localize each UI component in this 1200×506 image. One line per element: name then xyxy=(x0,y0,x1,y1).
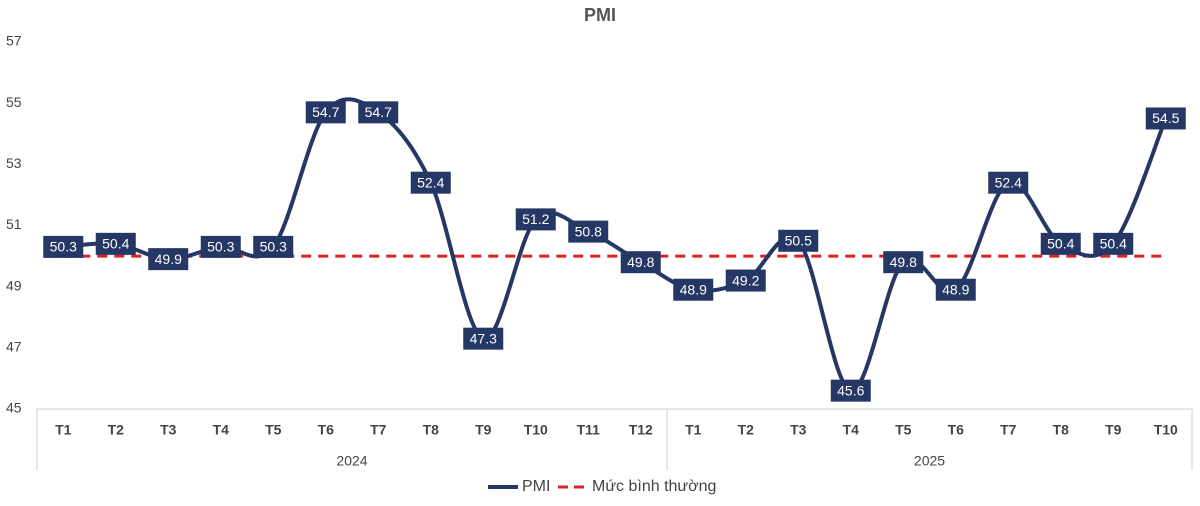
label-box xyxy=(305,101,346,124)
label-box xyxy=(568,220,609,243)
data-label: 50.3 xyxy=(50,239,77,255)
legend-label: Mức bình thường xyxy=(592,478,716,495)
label-box xyxy=(1040,232,1081,255)
x-tick-label: T1 xyxy=(685,422,702,438)
data-label: 54.5 xyxy=(1152,110,1179,126)
chart-title: PMI xyxy=(584,5,616,25)
x-tick-label: T7 xyxy=(1000,422,1017,438)
data-label: 50.4 xyxy=(1100,236,1127,252)
x-tick-label: T3 xyxy=(160,422,177,438)
y-tick-label: 49 xyxy=(6,277,22,293)
data-label: 50.5 xyxy=(785,232,812,248)
label-box xyxy=(778,229,819,252)
data-label: 48.9 xyxy=(942,281,969,297)
x-tick-label: T2 xyxy=(108,422,125,438)
data-label: 50.3 xyxy=(260,239,287,255)
x-tick-label: T10 xyxy=(524,422,548,438)
data-label: 48.9 xyxy=(680,281,707,297)
x-tick-label: T3 xyxy=(790,422,807,438)
y-tick-label: 47 xyxy=(6,339,22,355)
x-tick-label: T7 xyxy=(370,422,387,438)
x-tick-label: T9 xyxy=(1105,422,1122,438)
y-tick-label: 45 xyxy=(6,400,22,416)
label-box xyxy=(410,171,451,194)
x-tick-label: T2 xyxy=(738,422,755,438)
label-box xyxy=(43,235,84,258)
label-box xyxy=(988,171,1029,194)
x-tick-label: T4 xyxy=(843,422,860,438)
x-tick-label: T4 xyxy=(213,422,230,438)
data-label: 50.4 xyxy=(102,236,129,252)
data-label: 45.6 xyxy=(837,382,864,398)
data-label: 49.2 xyxy=(732,272,759,288)
label-box xyxy=(620,251,661,274)
y-tick-label: 53 xyxy=(6,155,22,171)
label-box xyxy=(935,278,976,301)
x-tick-label: T6 xyxy=(948,422,965,438)
group-label: 2025 xyxy=(914,453,945,469)
x-tick-label: T6 xyxy=(318,422,335,438)
x-tick-label: T8 xyxy=(1053,422,1070,438)
label-box xyxy=(358,101,399,124)
label-box xyxy=(1093,232,1134,255)
y-tick-label: 51 xyxy=(6,216,22,232)
label-box xyxy=(673,278,714,301)
group-label: 2024 xyxy=(336,453,367,469)
data-label: 50.3 xyxy=(207,239,234,255)
x-tick-label: T5 xyxy=(265,422,282,438)
label-box xyxy=(515,208,556,231)
x-tick-label: T9 xyxy=(475,422,492,438)
data-label: 54.7 xyxy=(312,104,339,120)
label-box xyxy=(200,235,241,258)
legend-label: PMI xyxy=(522,478,550,495)
y-tick-label: 57 xyxy=(6,33,22,49)
data-label: 47.3 xyxy=(470,330,497,346)
x-tick-label: T5 xyxy=(895,422,912,438)
x-tick-label: T10 xyxy=(1154,422,1178,438)
x-tick-label: T1 xyxy=(55,422,72,438)
label-box xyxy=(148,248,189,271)
data-label: 49.9 xyxy=(155,251,182,267)
x-tick-label: T12 xyxy=(629,422,653,438)
data-label: 51.2 xyxy=(522,211,549,227)
label-box xyxy=(883,251,924,274)
label-box xyxy=(95,232,136,255)
label-box xyxy=(830,379,871,402)
label-box xyxy=(725,269,766,292)
y-tick-label: 55 xyxy=(6,94,22,110)
x-tick-label: T8 xyxy=(423,422,440,438)
label-box xyxy=(253,235,294,258)
data-label: 50.4 xyxy=(1047,236,1074,252)
data-label: 54.7 xyxy=(365,104,392,120)
data-label: 52.4 xyxy=(995,174,1022,190)
data-label: 49.8 xyxy=(627,254,654,270)
data-label: 50.8 xyxy=(575,223,602,239)
label-box xyxy=(463,327,504,350)
data-label: 52.4 xyxy=(417,174,444,190)
label-box xyxy=(1145,107,1186,130)
x-tick-label: T11 xyxy=(577,422,601,438)
data-label: 49.8 xyxy=(890,254,917,270)
